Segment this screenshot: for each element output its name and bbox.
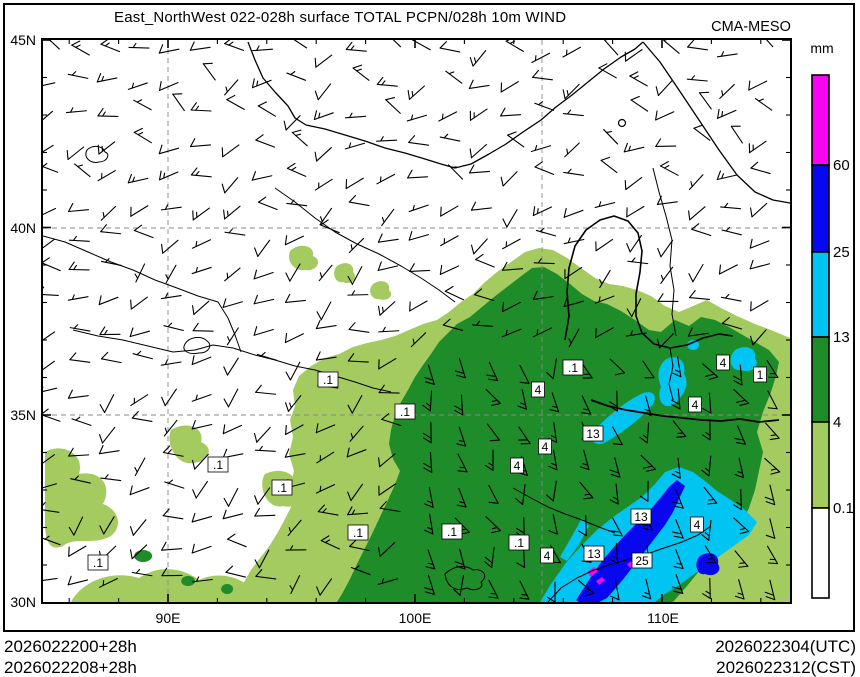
svg-text:4: 4 (692, 398, 699, 412)
svg-text:1: 1 (757, 368, 764, 382)
svg-text:4: 4 (544, 549, 551, 563)
svg-text:.1: .1 (447, 525, 457, 539)
svg-text:4: 4 (694, 518, 701, 532)
svg-text:.1: .1 (93, 556, 103, 570)
svg-text:.1: .1 (514, 536, 524, 550)
colorbar-tick-label: 0.1 (833, 500, 854, 517)
precipitation-wind-map: .1 .1 .1 .1 .1 .1 .1 .1 .1 1 4 4 4 4 4 4 4 13 13 13 25 (43, 40, 790, 602)
svg-text:.1: .1 (277, 481, 287, 495)
init-time-cst: 2026022208+28h (4, 658, 137, 677)
lat-tick-label: 45N (10, 32, 36, 48)
valid-time-cst: 2026022312(CST) (716, 658, 856, 677)
valid-time-labels: 2026022304(UTC) 2026022312(CST) (715, 636, 856, 677)
lon-tick-label: 110E (647, 610, 679, 626)
lat-tick-label: 30N (10, 594, 36, 610)
colorbar-tick-label: 13 (833, 329, 850, 346)
svg-text:.1: .1 (353, 526, 363, 540)
init-time-utc: 2026022200+28h (4, 637, 137, 656)
lat-tick-label: 35N (10, 407, 36, 423)
svg-text:.1: .1 (568, 361, 578, 375)
svg-text:25: 25 (635, 554, 649, 568)
svg-text:.1: .1 (400, 405, 410, 419)
colorbar-tick-label: 25 (833, 244, 850, 261)
svg-text:13: 13 (634, 510, 648, 524)
model-name-label: CMA-MESO (711, 19, 791, 35)
svg-text:13: 13 (587, 547, 601, 561)
svg-text:4: 4 (720, 356, 727, 370)
svg-text:13: 13 (586, 427, 600, 441)
lat-tick-label: 40N (10, 220, 36, 236)
init-time-labels: 2026022200+28h 2026022208+28h (4, 636, 137, 677)
svg-text:4: 4 (535, 383, 542, 397)
lon-tick-label: 100E (398, 610, 432, 626)
colorbar: 60 25 13 4 0.1 (811, 74, 854, 599)
valid-time-utc: 2026022304(UTC) (715, 637, 856, 656)
plot-title: East_NorthWest 022-028h surface TOTAL PC… (114, 9, 567, 26)
svg-text:4: 4 (542, 440, 549, 454)
colorbar-tick-label: 4 (833, 414, 841, 431)
map-panel: .1 .1 .1 .1 .1 .1 .1 .1 .1 1 4 4 4 4 4 4 4 13 13 13 25 (41, 38, 792, 604)
svg-text:.1: .1 (323, 373, 333, 387)
lon-tick-label: 90E (155, 610, 181, 626)
svg-text:4: 4 (514, 459, 521, 473)
svg-text:.1: .1 (213, 458, 223, 472)
colorbar-unit-label: mm (810, 40, 834, 56)
colorbar-tick-label: 60 (833, 157, 850, 174)
